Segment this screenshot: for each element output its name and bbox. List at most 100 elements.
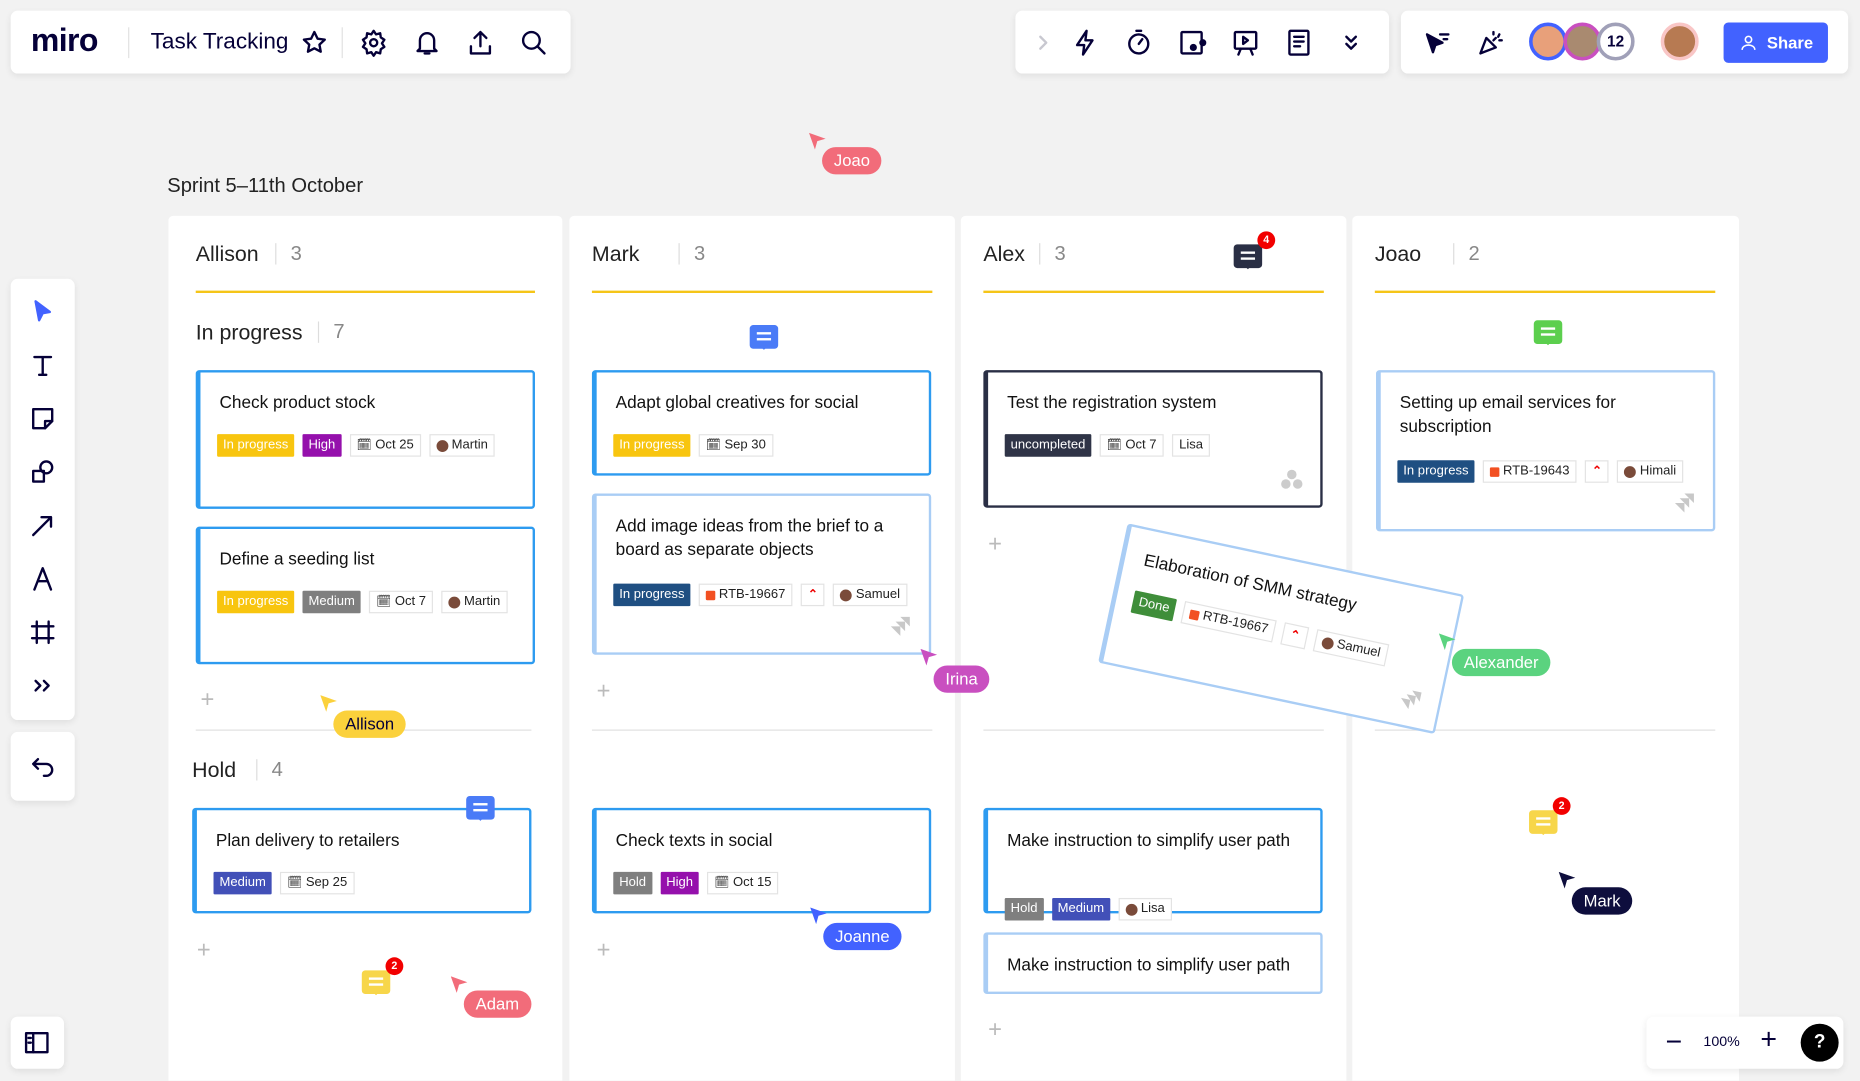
divider <box>128 27 130 59</box>
status-tag[interactable]: Medium <box>213 871 272 895</box>
person-chip[interactable]: Samuel <box>1312 629 1390 667</box>
ticket-chip[interactable]: RTB-19667 <box>698 583 793 607</box>
status-tag[interactable]: Done <box>1130 590 1178 622</box>
ticket-chip[interactable]: RTB-19667 <box>1180 601 1278 643</box>
task-card[interactable]: Test the registration system uncompleted 🗓… <box>983 370 1323 508</box>
chip-label: Oct 15 <box>733 875 772 890</box>
arrow-icon[interactable] <box>27 510 58 541</box>
timer-icon[interactable] <box>1123 27 1154 58</box>
more-tools-icon[interactable] <box>27 670 58 701</box>
person-chip[interactable]: Martin <box>429 434 496 457</box>
help-button[interactable]: ? <box>1800 1023 1839 1062</box>
task-card[interactable]: Add image ideas from the brief to a boar… <box>591 493 932 655</box>
celebrate-icon[interactable] <box>1476 27 1507 58</box>
priority-chip[interactable]: ⌃ <box>1584 460 1610 483</box>
card-tags: In progress RTB-19667 ⌃ Samuel <box>613 583 921 607</box>
frame-icon[interactable] <box>27 617 58 648</box>
lightning-icon[interactable] <box>1070 27 1101 58</box>
person-chip[interactable]: Lisa <box>1118 897 1172 921</box>
comment-icon[interactable] <box>1529 810 1558 836</box>
avatar[interactable] <box>1529 22 1567 61</box>
comment-icon[interactable] <box>361 970 391 996</box>
star-icon[interactable] <box>299 27 330 58</box>
notes-icon[interactable] <box>1283 27 1314 58</box>
zoom-in-button[interactable]: + <box>1760 1023 1777 1056</box>
task-card[interactable]: Make instruction to simplify user path <box>983 932 1323 995</box>
status-tag[interactable]: High <box>302 434 342 457</box>
status-tag[interactable]: Hold <box>613 871 652 895</box>
ticket-chip[interactable]: RTB-19643 <box>1482 460 1577 483</box>
task-card[interactable]: Setting up email services for subscripti… <box>1376 370 1716 532</box>
task-card[interactable]: Elaboration of SMM strategy Done RTB-19667… <box>1098 523 1465 735</box>
task-card[interactable]: Adapt global creatives for social In prog… <box>591 370 932 476</box>
select-icon[interactable] <box>27 297 58 328</box>
status-tag[interactable]: In progress <box>217 434 295 457</box>
upload-icon[interactable] <box>465 27 496 58</box>
person-chip[interactable]: Samuel <box>833 583 908 607</box>
add-card-button[interactable]: + <box>988 1016 1002 1043</box>
collaboration-toolbar: 12 Share <box>1400 10 1849 74</box>
search-icon[interactable] <box>518 27 549 58</box>
add-card-button[interactable]: + <box>200 686 215 713</box>
priority-chip[interactable]: ⌃ <box>800 583 825 607</box>
add-card-button[interactable]: + <box>196 937 211 964</box>
status-tag[interactable]: In progress <box>1397 460 1475 483</box>
task-card[interactable]: Make instruction to simplify user path Ho… <box>983 807 1323 921</box>
task-card[interactable]: Check product stock In progress High 🗓︎ Oct … <box>195 370 535 509</box>
date-chip[interactable]: 🗓︎ Oct 7 <box>369 590 434 614</box>
presentation-icon[interactable] <box>1230 27 1261 58</box>
priority-chip[interactable]: ⌃ <box>1280 622 1309 650</box>
comment-icon[interactable] <box>1533 320 1563 346</box>
add-card-button[interactable]: + <box>988 531 1002 558</box>
status-tag[interactable]: Medium <box>302 590 361 614</box>
avatar[interactable] <box>1660 22 1699 61</box>
text-icon[interactable] <box>27 350 58 381</box>
share-button[interactable]: Share <box>1723 22 1828 63</box>
task-card[interactable]: Define a seeding list In progress Medium 🗓︎… <box>195 526 535 665</box>
status-tag[interactable]: In progress <box>217 590 295 614</box>
status-tag[interactable]: In progress <box>613 583 691 607</box>
column-count: 3 <box>678 243 705 265</box>
comment-icon[interactable] <box>749 325 779 350</box>
status-tag[interactable]: Hold <box>1004 897 1044 921</box>
cursor-label: Irina <box>933 665 990 693</box>
pen-icon[interactable] <box>27 563 58 594</box>
shapes-icon[interactable] <box>27 457 58 488</box>
sticky-note-icon[interactable] <box>27 403 58 434</box>
date-chip[interactable]: 🗓︎ Oct 25 <box>349 434 421 457</box>
cursor-label: Joanne <box>823 922 902 951</box>
date-chip[interactable]: 🗓︎ Oct 15 <box>707 871 779 895</box>
settings-icon[interactable] <box>358 27 389 58</box>
frames-panel-button[interactable] <box>10 1016 65 1069</box>
date-chip[interactable]: 🗓︎ Oct 7 <box>1099 434 1164 457</box>
undo-icon[interactable] <box>27 751 58 782</box>
plain-chip[interactable]: Lisa <box>1171 434 1211 457</box>
chevron-right-icon[interactable] <box>1027 27 1058 58</box>
date-chip[interactable]: 🗓︎ Sep 30 <box>698 434 773 457</box>
person-chip[interactable]: Martin <box>441 590 508 614</box>
zoom-out-button[interactable]: − <box>1665 1026 1683 1059</box>
board-title[interactable]: Task Tracking <box>150 29 289 55</box>
bell-icon[interactable] <box>412 27 443 58</box>
task-card[interactable]: Plan delivery to retailers Medium 🗓︎ Sep 25 <box>192 807 532 914</box>
comment-icon[interactable] <box>1233 244 1263 270</box>
status-tag[interactable]: uncompleted <box>1004 434 1092 457</box>
add-card-button[interactable]: + <box>596 678 611 705</box>
zoom-level[interactable]: 100% <box>1703 1033 1740 1050</box>
add-card-button[interactable]: + <box>596 937 611 964</box>
date-chip[interactable]: 🗓︎ Sep 25 <box>280 871 355 895</box>
person-chip[interactable]: Himali <box>1617 460 1684 483</box>
miro-logo[interactable]: miro <box>30 22 99 59</box>
collaborator-count[interactable]: 12 <box>1596 22 1635 61</box>
task-card[interactable]: Check texts in social Hold High 🗓︎ Oct 15 <box>591 807 932 914</box>
comment-icon[interactable] <box>466 795 495 821</box>
double-chevron-down-icon[interactable] <box>1336 27 1367 58</box>
status-tag[interactable]: High <box>660 871 699 895</box>
chip-label: Lisa <box>1179 437 1204 452</box>
card-icon[interactable] <box>1177 27 1208 58</box>
status-tag[interactable]: In progress <box>613 434 691 457</box>
frame-title[interactable]: Sprint 5–11th October <box>167 174 364 197</box>
cursor-filter-icon[interactable] <box>1422 27 1453 58</box>
status-tag[interactable]: Medium <box>1051 897 1111 921</box>
